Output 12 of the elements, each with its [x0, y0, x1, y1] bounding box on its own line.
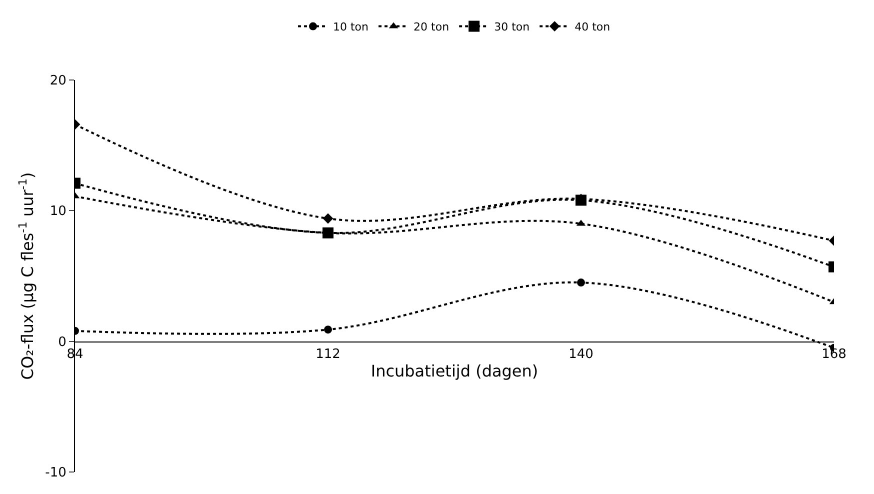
- x-axis-title: Incubatietijd (dagen): [370, 362, 538, 381]
- legend-label: 20 ton: [414, 20, 450, 34]
- y-tick-label: 20: [50, 74, 66, 89]
- y-tick-label: -10: [45, 466, 66, 481]
- y-tick-label: 0: [58, 334, 66, 350]
- legend-label: 30 ton: [494, 20, 530, 34]
- y-tick-label: 10: [50, 204, 66, 220]
- x-tick-label: 168: [822, 346, 846, 362]
- legend-label: 40 ton: [574, 20, 610, 34]
- legend-label: 10 ton: [333, 20, 369, 34]
- x-tick-label: 140: [568, 346, 594, 362]
- x-tick-label: 112: [316, 346, 340, 362]
